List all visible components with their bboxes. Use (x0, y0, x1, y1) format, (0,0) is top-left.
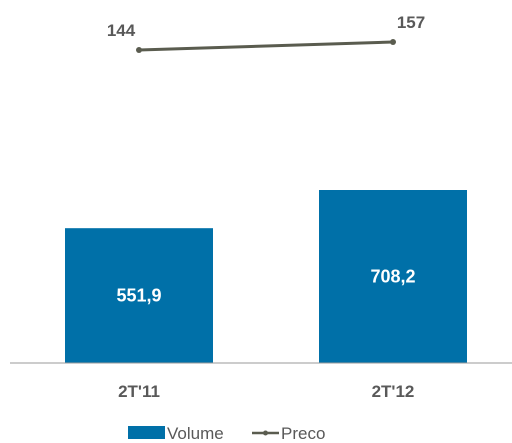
volume-bars (65, 190, 467, 363)
price-data-label: 157 (397, 13, 425, 32)
price-point (390, 39, 396, 45)
legend: Volume Preco (128, 424, 325, 443)
legend-preco-label: Preco (281, 424, 325, 443)
volume-data-label: 551,9 (116, 286, 161, 306)
category-label: 2T'12 (372, 382, 415, 401)
legend-preco-marker (263, 430, 268, 436)
price-series (136, 39, 396, 53)
legend-volume-label: Volume (167, 424, 224, 443)
category-label: 2T'11 (118, 382, 160, 401)
price-line (138, 40, 394, 52)
price-labels: 144 157 (107, 13, 425, 40)
volume-bar (65, 228, 213, 363)
price-data-label: 144 (107, 21, 136, 40)
legend-volume-swatch (128, 426, 165, 439)
price-point (136, 47, 142, 53)
category-labels: 2T'11 2T'12 (118, 382, 414, 401)
volume-bar-labels: 551,9 708,2 (116, 267, 415, 306)
volume-data-label: 708,2 (370, 267, 415, 287)
volume-bar (319, 190, 467, 363)
